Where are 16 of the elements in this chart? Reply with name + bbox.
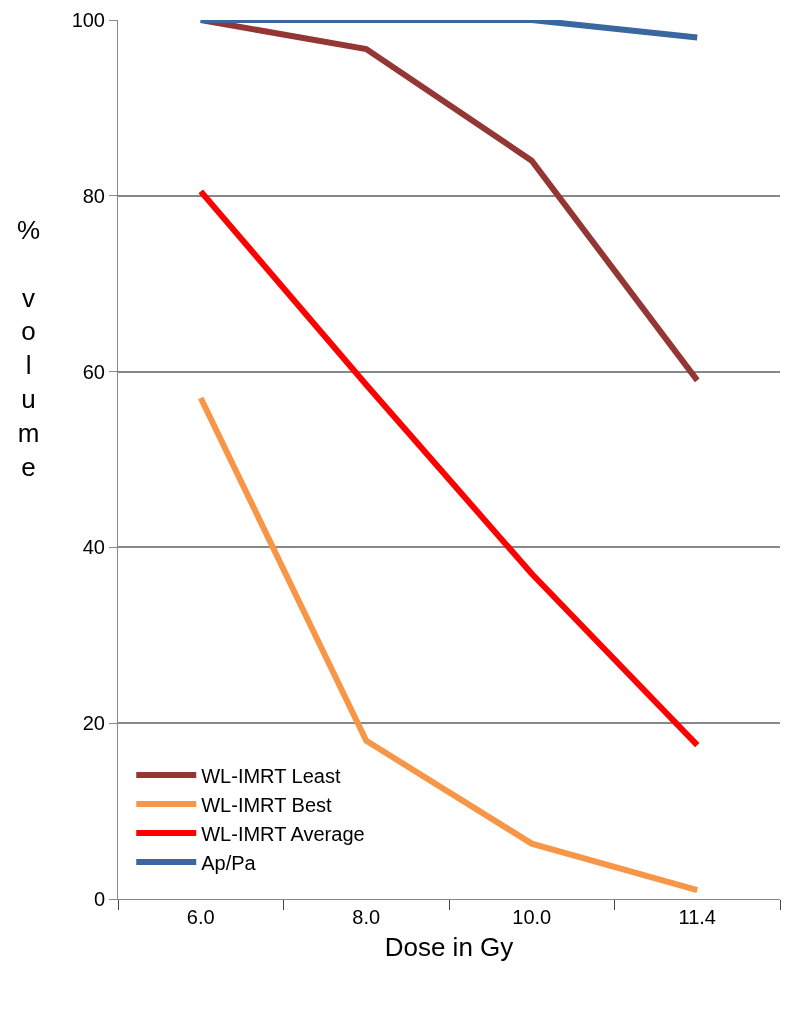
x-tick-label: 11.4 bbox=[678, 906, 716, 928]
legend-label: WL-IMRT Least bbox=[201, 764, 341, 787]
text: % volume bbox=[17, 215, 41, 482]
legend-label: WL-IMRT Best bbox=[201, 793, 333, 816]
x-tick-label: 6.0 bbox=[186, 906, 215, 928]
y-tick-label: 40 bbox=[82, 536, 105, 559]
legend-label: Ap/Pa bbox=[201, 851, 257, 874]
y-tick-label: 100 bbox=[71, 9, 105, 31]
x-axis-title: Dose in Gy bbox=[384, 931, 514, 962]
y-tick-label: 0 bbox=[93, 888, 105, 910]
x-tick-label: 8.0 bbox=[352, 906, 381, 928]
legend-label: WL-IMRT Average bbox=[201, 822, 365, 845]
y-tick-label: 60 bbox=[82, 360, 105, 383]
x-tick-label: 10.0 bbox=[512, 906, 552, 928]
y-tick-label: 80 bbox=[82, 184, 105, 207]
y-tick-label: 20 bbox=[82, 712, 105, 735]
